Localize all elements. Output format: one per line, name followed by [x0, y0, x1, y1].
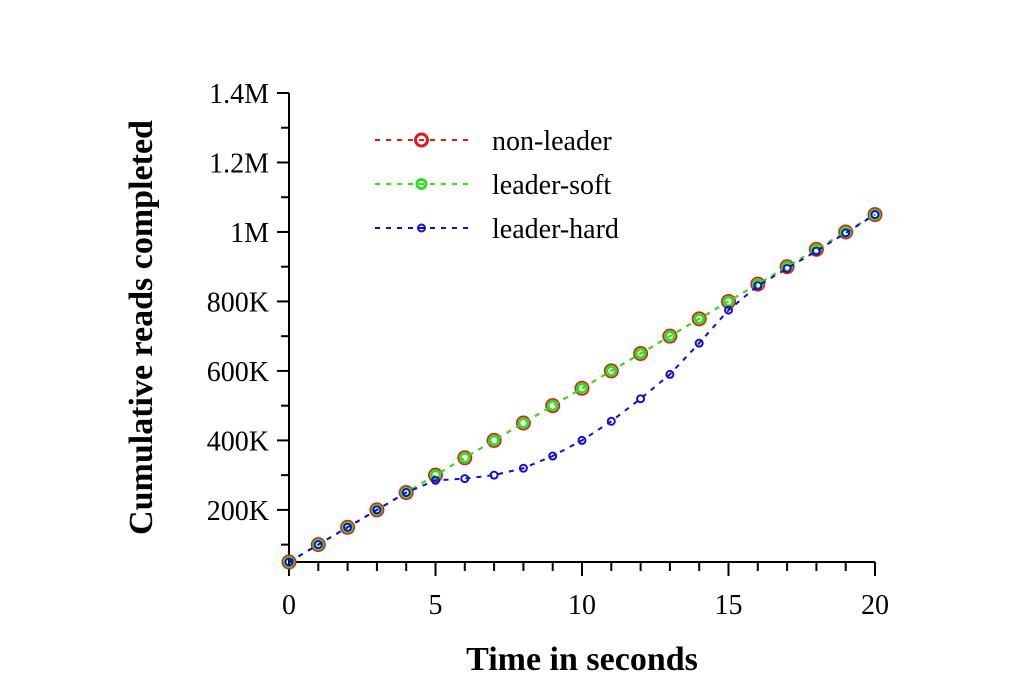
data-point-leader-hard: [694, 338, 704, 348]
x-tick-label: 20: [861, 590, 889, 621]
legend-marker: [415, 178, 428, 190]
legend-entry-leader-hard: leader-hard: [375, 214, 619, 245]
x-tick-label: 0: [282, 590, 296, 621]
data-point-leader-hard: [372, 505, 382, 515]
data-point-leader-hard: [870, 210, 880, 220]
data-point-leader-hard: [431, 475, 440, 485]
data-point-leader-soft: [693, 312, 706, 325]
data-point-leader-soft: [517, 417, 530, 430]
legend-marker: [414, 132, 429, 148]
data-point-leader-hard: [284, 557, 294, 567]
data-point-leader-hard: [811, 246, 821, 256]
data-point-leader-hard: [606, 416, 616, 426]
series-line-leader-hard: [288, 213, 876, 563]
y-tick-label: 1.2M: [209, 148, 269, 179]
data-point-leader-hard: [841, 228, 851, 238]
axes: 200K 400K 600K 800K 1M 1.2M 1.4M 0 5 10 15 20: [207, 79, 889, 621]
data-point-leader-soft: [546, 399, 559, 412]
legend-marker: [417, 223, 426, 233]
data-point-leader-hard: [313, 540, 323, 550]
data-point-leader-hard: [577, 435, 587, 445]
legend-entry-non-leader: non-leader: [375, 126, 612, 157]
x-tick-label: 15: [715, 590, 743, 621]
data-point-leader-hard: [782, 263, 792, 273]
x-axis-title: Time in seconds: [466, 641, 698, 678]
data-point-leader-hard: [753, 281, 763, 291]
series-leader-hard: [284, 210, 880, 567]
y-tick-label: 1.4M: [209, 79, 269, 110]
legend-label: non-leader: [492, 126, 612, 157]
y-axis-title: Cumulative reads completed: [123, 120, 160, 535]
data-point-leader-soft: [488, 434, 501, 447]
legend-label: leader-hard: [492, 214, 619, 245]
data-point-leader-soft: [663, 330, 676, 343]
data-point-leader-soft: [458, 451, 471, 464]
data-point-leader-hard: [460, 474, 470, 484]
data-point-leader-hard: [401, 488, 411, 498]
data-point-leader-soft: [634, 347, 647, 360]
x-tick-label: 10: [568, 590, 596, 621]
data-point-leader-soft: [576, 382, 588, 395]
series-layer: [281, 207, 883, 570]
y-tick-label: 200K: [207, 496, 269, 527]
data-point-leader-hard: [489, 470, 499, 480]
data-point-leader-hard: [343, 522, 353, 532]
data-point-leader-soft: [605, 364, 618, 377]
legend-label: leader-soft: [492, 170, 611, 201]
data-point-leader-hard: [636, 394, 646, 404]
data-point-leader-hard: [548, 451, 558, 461]
y-tick-label: 400K: [207, 426, 269, 457]
x-tick-label: 5: [429, 590, 443, 621]
y-tick-label: 800K: [207, 287, 269, 318]
data-point-leader-hard: [724, 305, 733, 315]
y-tick-label: 1M: [230, 218, 269, 249]
legend: non-leader leader-soft leader-hard: [375, 126, 619, 245]
data-point-leader-hard: [665, 369, 675, 379]
data-point-leader-hard: [518, 463, 528, 473]
y-tick-label: 600K: [207, 357, 269, 388]
legend-entry-leader-soft: leader-soft: [375, 170, 611, 201]
